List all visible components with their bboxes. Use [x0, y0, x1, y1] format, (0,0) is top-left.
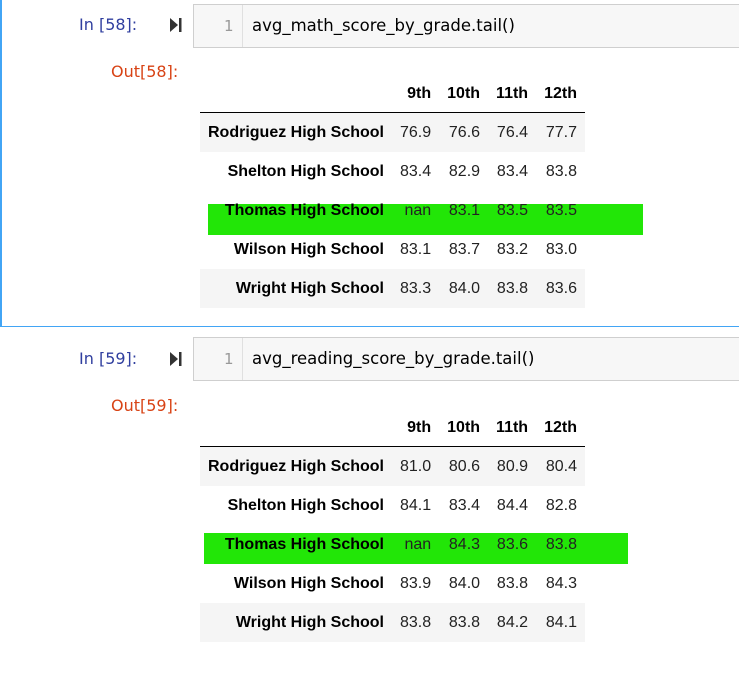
table-cell: 83.9	[400, 574, 432, 592]
table-cell: 76.4	[496, 123, 529, 141]
column-header: 12th	[536, 75, 585, 113]
table-cell: 80.6	[448, 457, 481, 475]
table-row: Shelton High School 83.4 82.9 83.4 83.8	[200, 152, 585, 191]
table-cell: nan	[404, 201, 432, 219]
gutter-divider	[242, 5, 243, 47]
table-row: Wright High School 83.8 83.8 84.2 84.1	[200, 603, 585, 642]
table-cell: 76.6	[448, 123, 481, 141]
table-cell: 80.4	[545, 457, 577, 475]
table-row-highlighted: Thomas High School nan 84.3 83.6 83.8	[200, 525, 585, 564]
column-header: 9th	[392, 75, 440, 113]
table-cell: 83.8	[496, 279, 529, 297]
table-row: Wilson High School 83.9 84.0 83.8 84.3	[200, 564, 585, 603]
highlight-marker	[204, 533, 628, 564]
column-header: 11th	[488, 409, 537, 447]
notebook-cell-58[interactable]: In [58]: 1 avg_math_score_by_grade.tail(…	[0, 0, 739, 327]
table-cell: 84.4	[496, 496, 529, 514]
index-header	[200, 75, 392, 113]
table-cell: 84.2	[496, 613, 529, 631]
row-label: Thomas High School	[224, 535, 384, 553]
table-cell: 84.1	[400, 496, 432, 514]
cell-selection-bar	[0, 0, 2, 327]
table-cell: 84.3	[545, 574, 577, 592]
table-cell: 76.9	[400, 123, 432, 141]
row-label: Rodriguez High School	[208, 123, 384, 141]
line-number: 1	[224, 350, 234, 368]
output-prompt: Out[59]:	[111, 396, 179, 415]
input-prompt: In [59]:	[79, 349, 138, 368]
table-cell: 83.4	[496, 162, 529, 180]
table-row: Rodriguez High School 76.9 76.6 76.4 77.…	[200, 112, 585, 152]
notebook-cell-59[interactable]: In [59]: 1 avg_reading_score_by_grade.ta…	[0, 332, 739, 685]
run-cell-icon[interactable]	[170, 350, 182, 368]
table-row: Wright High School 83.3 84.0 83.8 83.6	[200, 269, 585, 308]
gutter-divider	[242, 338, 243, 380]
table-cell: 83.3	[400, 279, 432, 297]
column-header: 12th	[536, 409, 585, 447]
code-text[interactable]: avg_math_score_by_grade.tail()	[252, 16, 515, 35]
code-text[interactable]: avg_reading_score_by_grade.tail()	[252, 349, 535, 368]
table-row-highlighted: Thomas High School nan 83.1 83.5 83.5	[200, 191, 585, 230]
input-prompt: In [58]:	[79, 15, 138, 34]
table-cell: 83.6	[545, 279, 577, 297]
row-label: Shelton High School	[227, 162, 384, 180]
table-cell: nan	[404, 535, 432, 553]
row-label: Wilson High School	[233, 240, 384, 258]
table-cell: 83.8	[545, 535, 577, 553]
dataframe-output: 9th 10th 11th 12th Rodriguez High School…	[200, 75, 585, 308]
table-cell: 77.7	[545, 123, 577, 141]
row-label: Shelton High School	[227, 496, 384, 514]
table-cell: 83.8	[400, 613, 432, 631]
row-label: Wright High School	[235, 613, 384, 631]
table-cell: 83.4	[400, 162, 432, 180]
table-cell: 83.8	[448, 613, 481, 631]
table-cell: 82.9	[448, 162, 481, 180]
table-cell: 83.5	[496, 201, 529, 219]
line-number: 1	[224, 17, 234, 35]
table-cell: 83.8	[496, 574, 529, 592]
highlight-marker	[208, 204, 643, 235]
table-cell: 82.8	[545, 496, 577, 514]
table-cell: 81.0	[400, 457, 432, 475]
table-cell: 80.9	[496, 457, 529, 475]
table-cell: 83.5	[545, 201, 577, 219]
run-cell-icon[interactable]	[170, 16, 182, 34]
cell-selection-border	[0, 326, 739, 327]
row-label: Rodriguez High School	[208, 457, 384, 475]
table-cell: 84.1	[545, 613, 577, 631]
table-cell: 83.8	[545, 162, 577, 180]
table-cell: 83.4	[448, 496, 481, 514]
row-label: Thomas High School	[224, 201, 384, 219]
index-header	[200, 409, 392, 447]
row-label: Wright High School	[235, 279, 384, 297]
table-row: Wilson High School 83.1 83.7 83.2 83.0	[200, 230, 585, 269]
column-header: 10th	[439, 75, 489, 113]
table-cell: 83.0	[545, 240, 577, 258]
table-row: Shelton High School 84.1 83.4 84.4 82.8	[200, 486, 585, 525]
code-input[interactable]: 1 avg_reading_score_by_grade.tail()	[193, 337, 739, 381]
row-label: Wilson High School	[233, 574, 384, 592]
code-input[interactable]: 1 avg_math_score_by_grade.tail()	[193, 4, 739, 48]
dataframe-output: 9th 10th 11th 12th Rodriguez High School…	[200, 409, 585, 642]
table-cell: 84.0	[448, 279, 481, 297]
table-cell: 84.0	[448, 574, 481, 592]
column-header: 9th	[392, 409, 440, 447]
table-cell: 83.1	[400, 240, 432, 258]
table-cell: 83.1	[448, 201, 481, 219]
table-cell: 84.3	[448, 535, 481, 553]
output-prompt: Out[58]:	[111, 62, 179, 81]
table-cell: 83.6	[496, 535, 529, 553]
column-header: 11th	[488, 75, 537, 113]
table-row: Rodriguez High School 81.0 80.6 80.9 80.…	[200, 446, 585, 486]
column-header: 10th	[439, 409, 489, 447]
table-cell: 83.7	[448, 240, 481, 258]
table-cell: 83.2	[496, 240, 529, 258]
